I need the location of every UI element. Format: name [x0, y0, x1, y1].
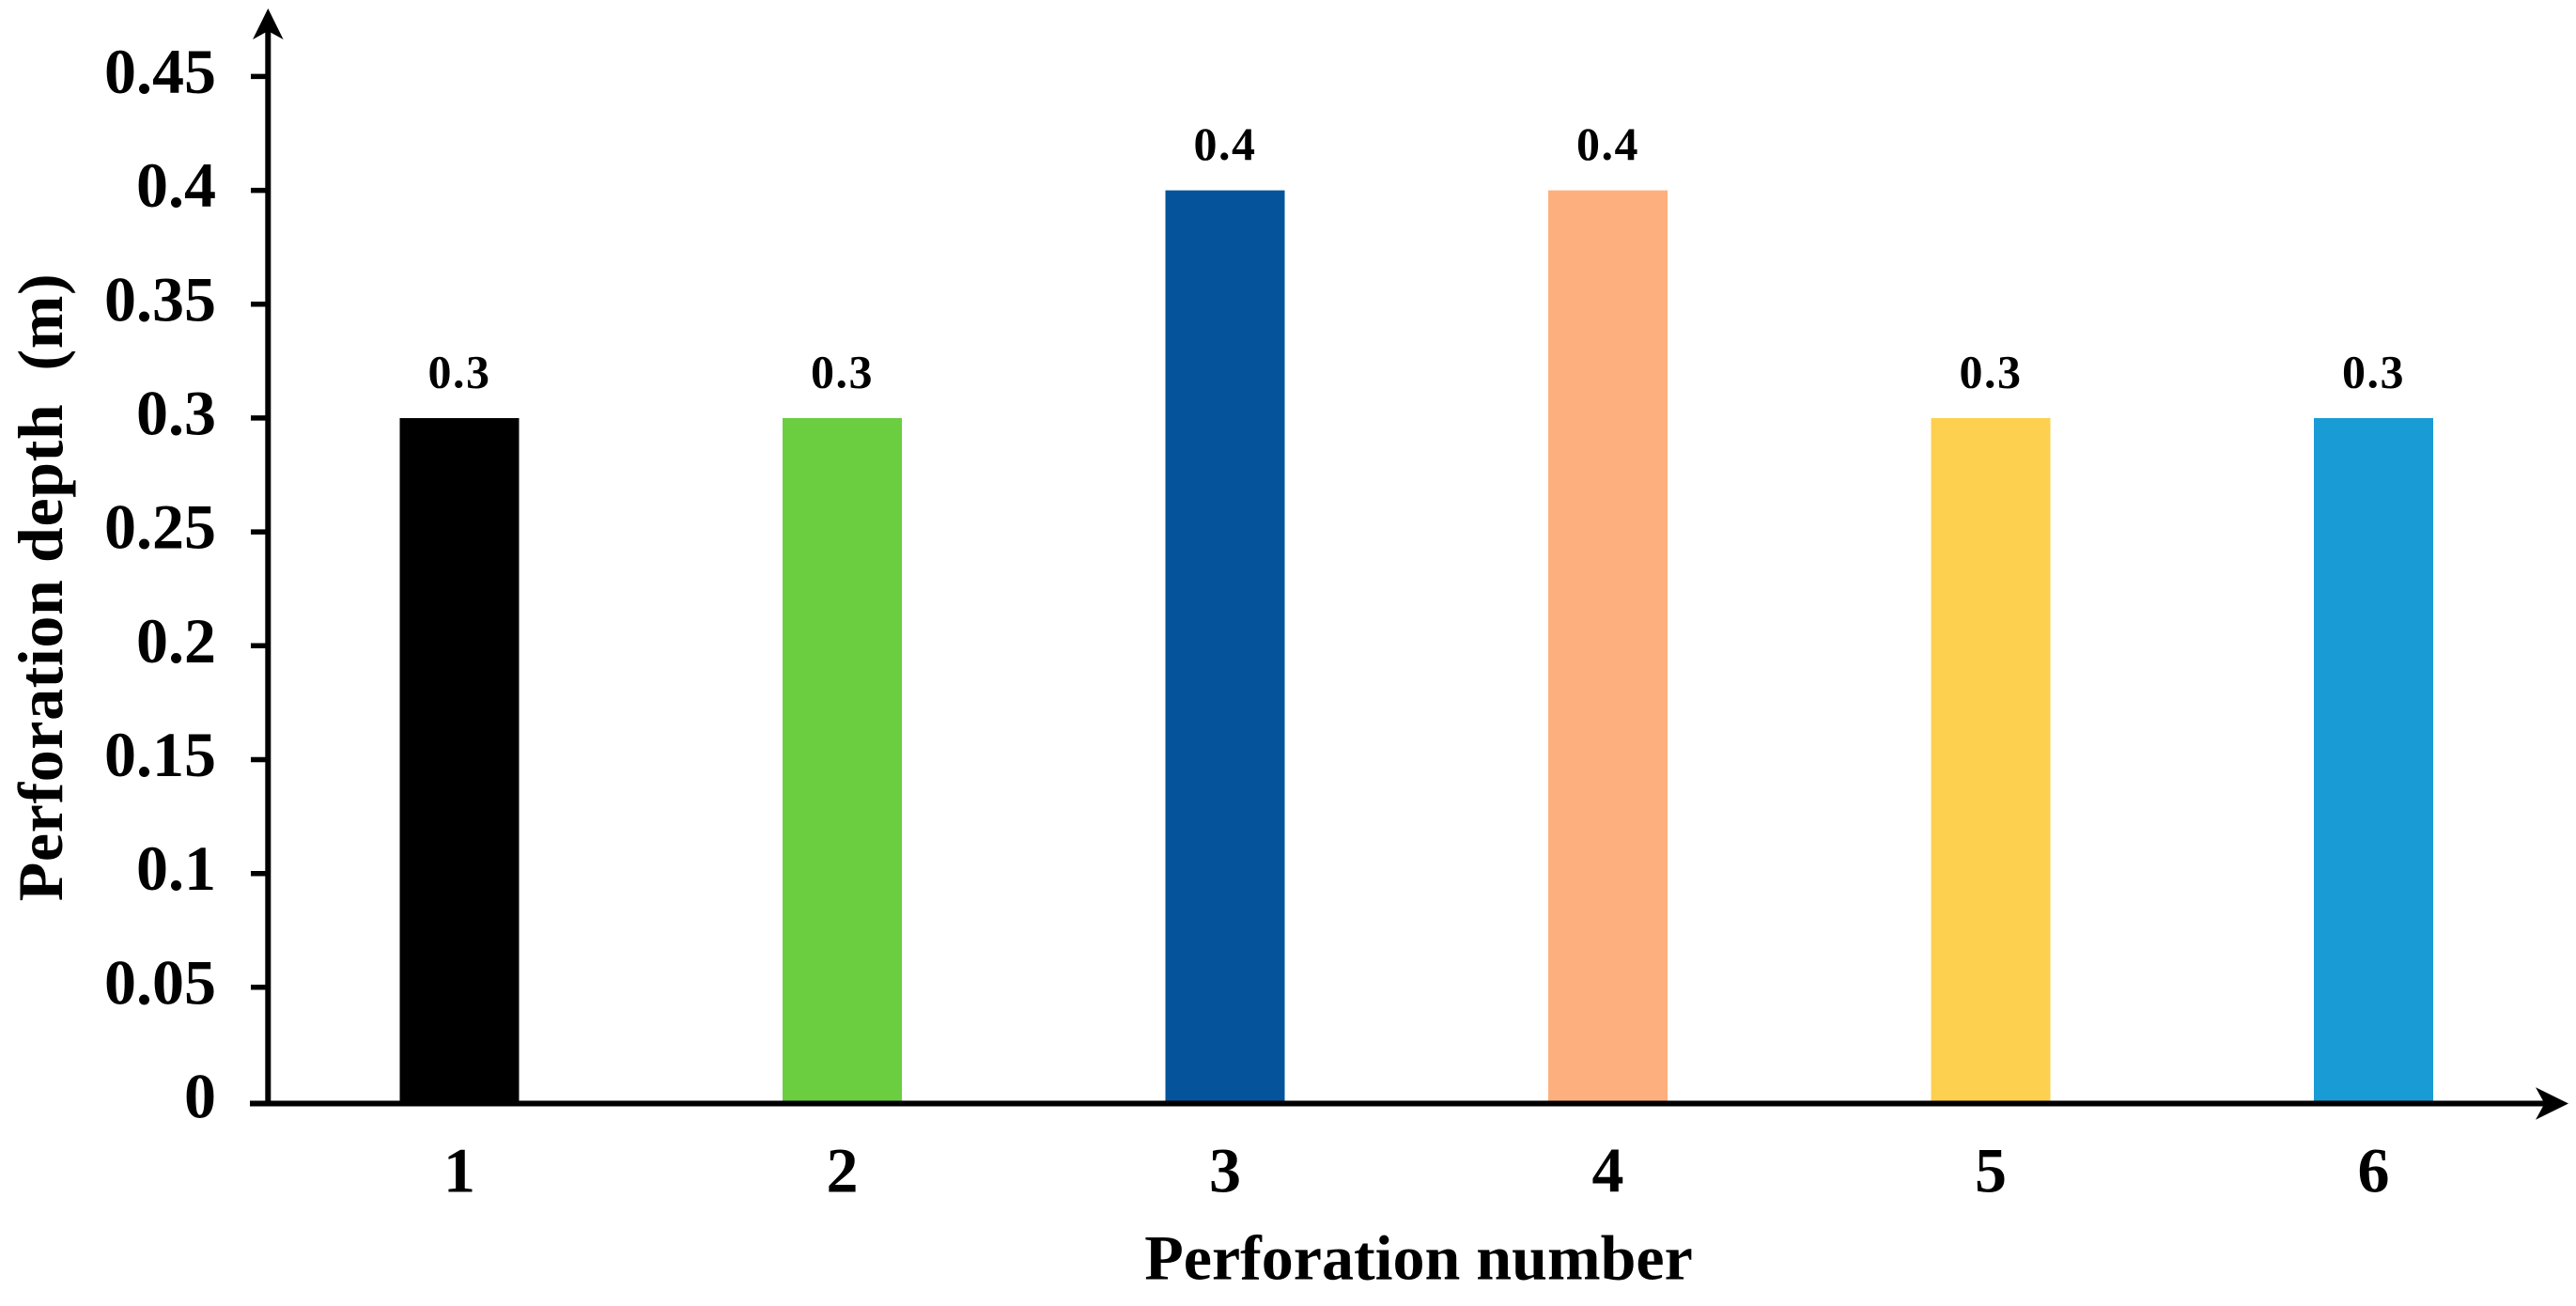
- svg-text:0.3: 0.3: [428, 345, 491, 397]
- svg-text:Perforation number: Perforation number: [1144, 1222, 1693, 1294]
- svg-text:6: 6: [2358, 1135, 2390, 1206]
- svg-text:5: 5: [1975, 1135, 2007, 1206]
- svg-text:0.3: 0.3: [2342, 345, 2405, 397]
- svg-text:0.4: 0.4: [1576, 117, 1639, 170]
- svg-text:0.3: 0.3: [136, 377, 216, 448]
- svg-text:0.4: 0.4: [136, 149, 216, 221]
- svg-text:0.3: 0.3: [811, 345, 874, 397]
- svg-text:0.35: 0.35: [104, 263, 216, 334]
- svg-text:0.1: 0.1: [136, 832, 216, 904]
- svg-text:0.45: 0.45: [104, 36, 216, 107]
- svg-text:0.25: 0.25: [104, 491, 216, 563]
- svg-text:0.4: 0.4: [1194, 117, 1257, 170]
- svg-text:0.3: 0.3: [1960, 345, 2023, 397]
- svg-text:0.15: 0.15: [104, 719, 216, 790]
- svg-text:0.2: 0.2: [136, 605, 216, 676]
- svg-text:4: 4: [1592, 1135, 1624, 1206]
- svg-text:0: 0: [184, 1061, 216, 1132]
- svg-text:0.05: 0.05: [104, 946, 216, 1018]
- svg-text:2: 2: [827, 1135, 859, 1206]
- svg-text:Perforation depth (m): Perforation depth (m): [5, 273, 76, 902]
- svg-text:1: 1: [443, 1135, 475, 1206]
- svg-text:3: 3: [1209, 1135, 1241, 1206]
